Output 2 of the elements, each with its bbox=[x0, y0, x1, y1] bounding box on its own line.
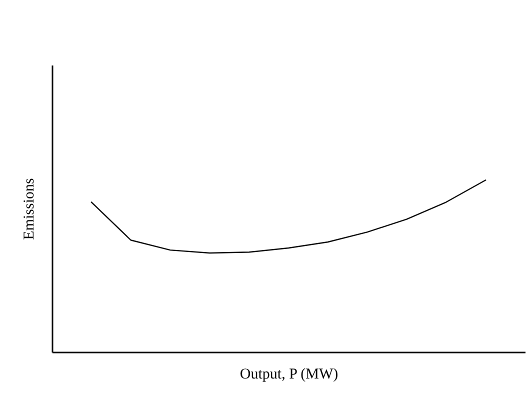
x-axis-title: Output, P (MW) bbox=[240, 366, 338, 382]
y-axis-title: Emissions bbox=[22, 178, 38, 240]
